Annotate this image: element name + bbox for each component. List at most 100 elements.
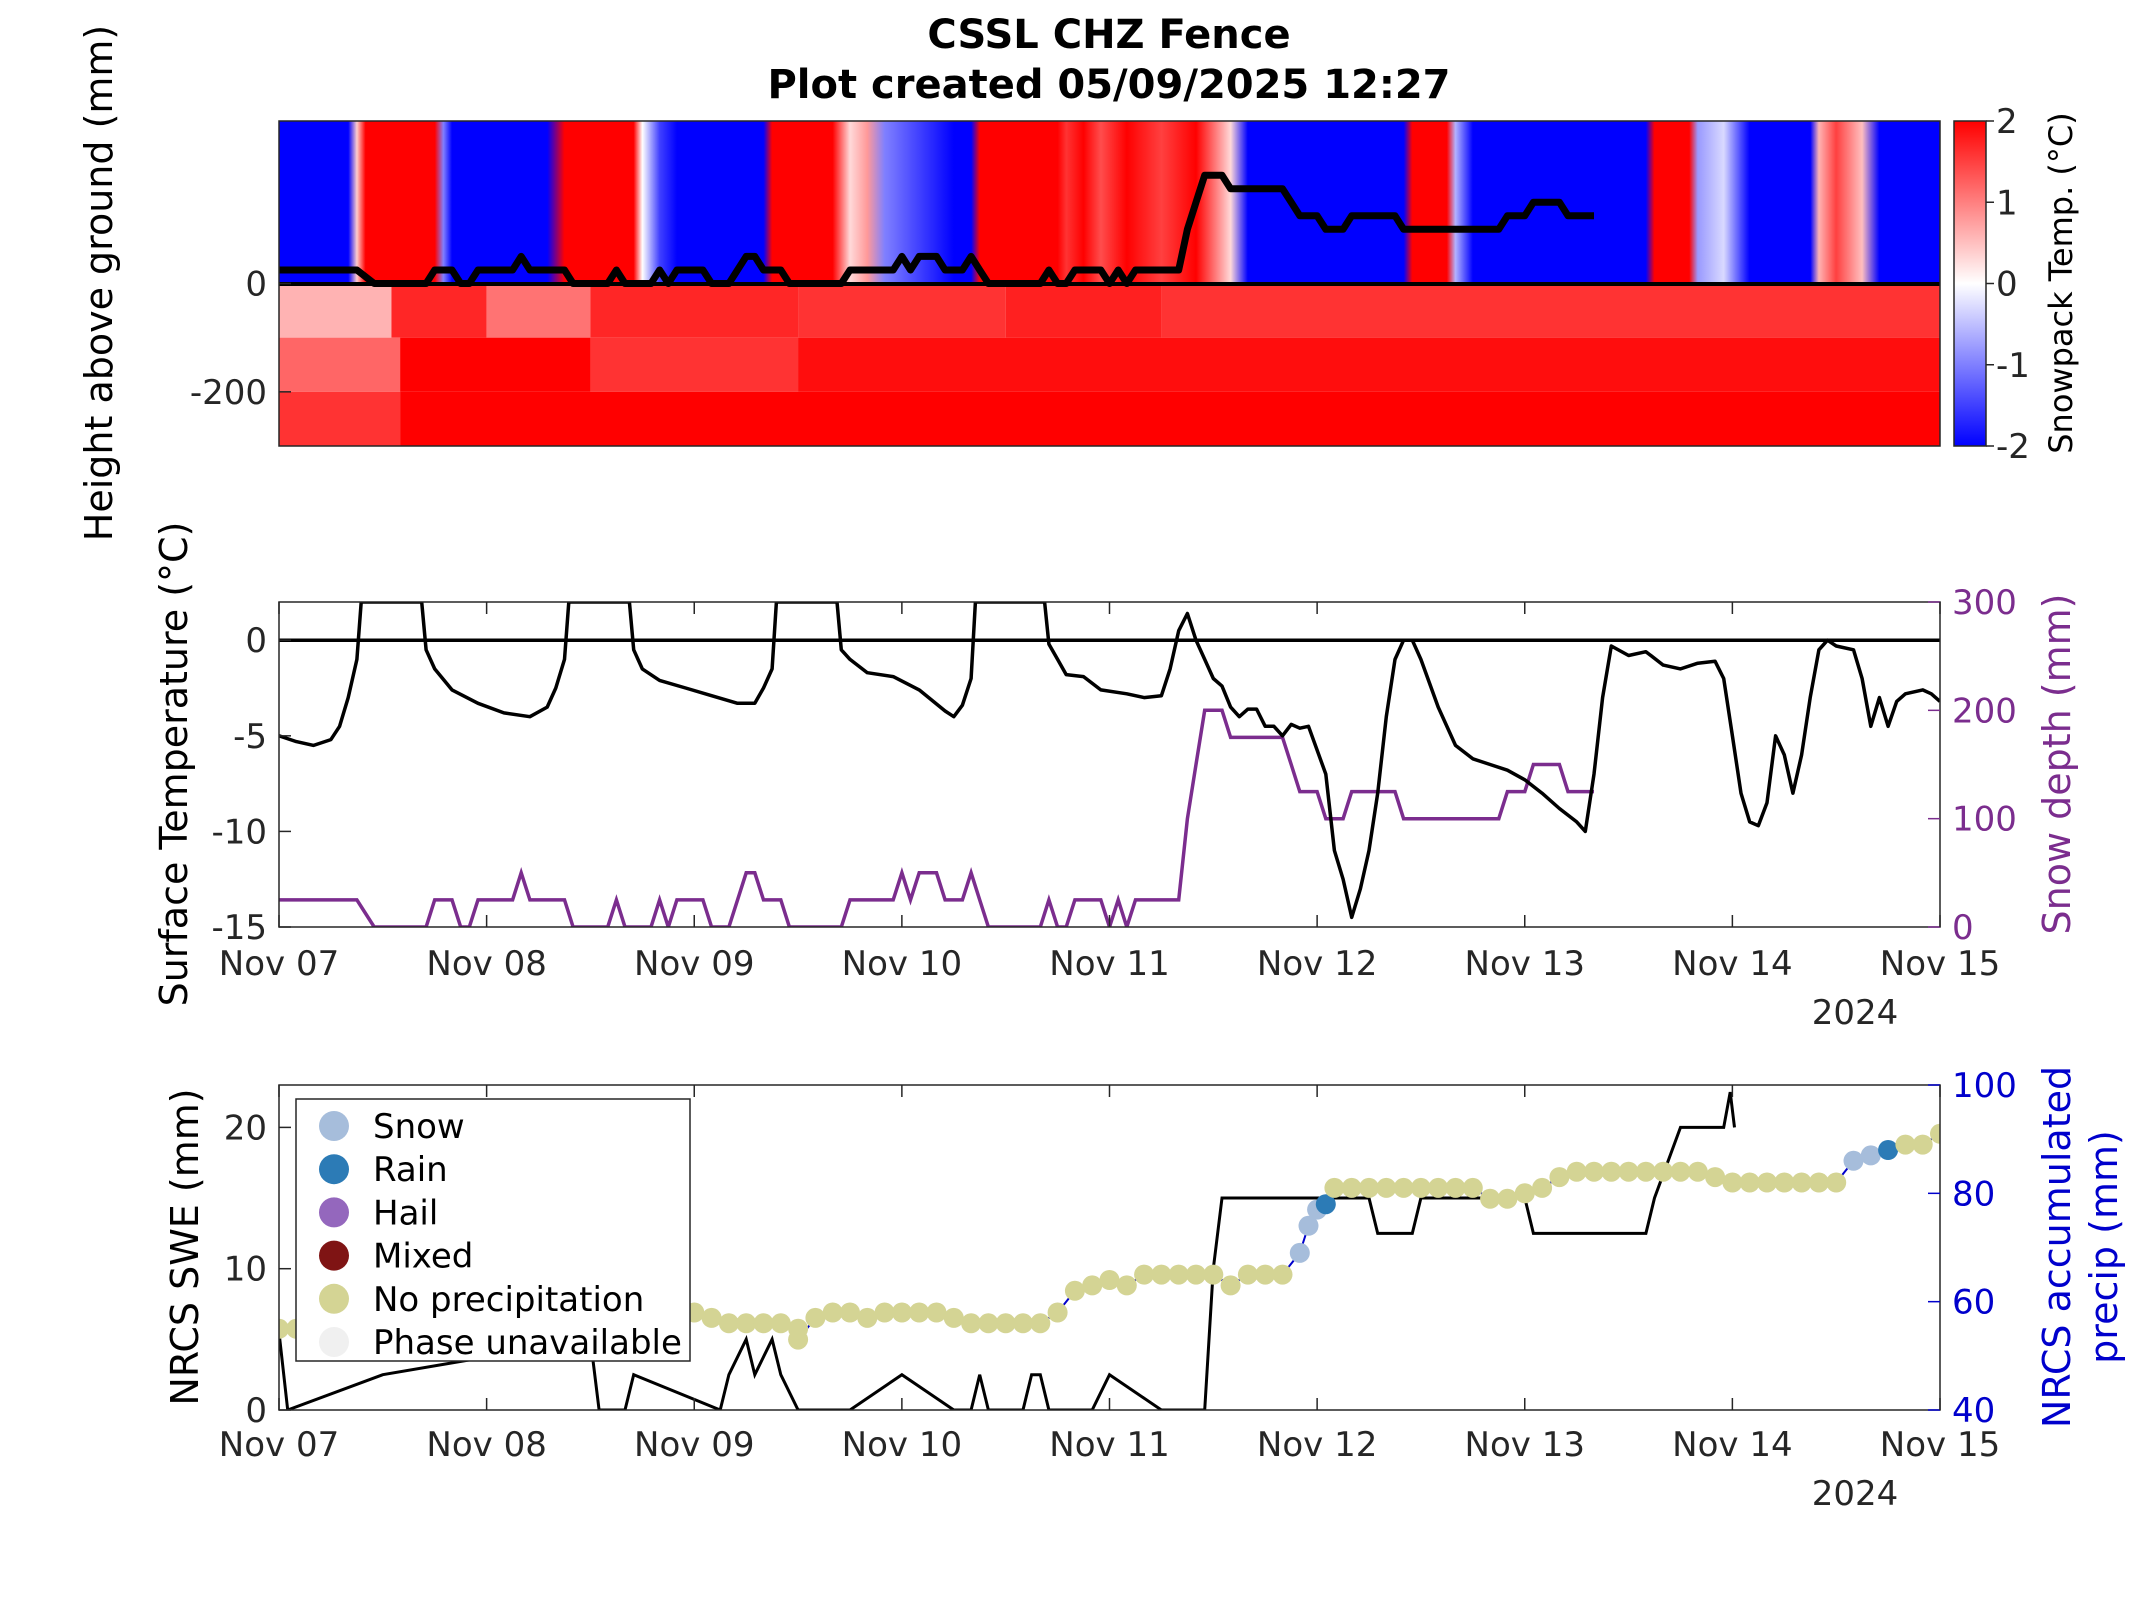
surface-y-ticks: 0 -5 -10 -15	[211, 621, 291, 948]
colorbar-ticks: 2 1 0 -1 -2	[1986, 102, 2030, 467]
precip-dot-rain	[1878, 1140, 1899, 1160]
precip-dot-no-precip	[1808, 1172, 1829, 1193]
precip-dot-no-precip	[1722, 1172, 1743, 1193]
y2-tick-label: 100	[1952, 800, 2017, 840]
legend-marker	[319, 1197, 349, 1228]
x-tick-label: Nov 11	[1049, 944, 1169, 984]
precip-dot-no-precip	[1359, 1177, 1379, 1198]
x-tick-label: Nov 14	[1672, 1425, 1792, 1465]
precip-dot-no-precip	[909, 1302, 930, 1323]
precip-dot-no-precip	[1151, 1264, 1172, 1285]
y-tick-label: -5	[233, 717, 267, 757]
precip-dot-no-precip	[1013, 1313, 1033, 1334]
snow-height-line	[279, 171, 1594, 287]
ground-cell	[400, 337, 591, 392]
ground-cell	[400, 391, 1940, 446]
precip-dot-no-precip	[1774, 1172, 1795, 1193]
ground-cell	[279, 283, 392, 338]
legend-label: Mixed	[373, 1237, 473, 1277]
precip-dot-rain	[1315, 1194, 1336, 1215]
precip-dot-no-precip	[1514, 1183, 1535, 1204]
precip-dot-no-precip	[1549, 1167, 1570, 1188]
ground-cell	[391, 283, 487, 338]
figure-title-line1: CSSL CHZ Fence	[927, 12, 1290, 58]
precip-dot-no-precip	[822, 1302, 843, 1323]
y-tick-label: 10	[224, 1250, 267, 1290]
precip-dot-no-precip	[840, 1302, 860, 1323]
y-tick-label: 20	[224, 1108, 267, 1148]
precip-dot-no-precip	[1376, 1177, 1397, 1198]
y2-tick-label: 300	[1952, 583, 2017, 623]
precip-dot-no-precip	[943, 1307, 964, 1328]
ground-cell	[1005, 283, 1162, 338]
colorbar-tick-label: 0	[1996, 265, 2018, 305]
x-tick-label: Nov 15	[1880, 1425, 2000, 1465]
precip-dot-no-precip	[1393, 1177, 1414, 1198]
precip-dot-no-precip	[995, 1313, 1016, 1334]
precip-dot-no-precip	[1462, 1177, 1483, 1198]
precip-dot-no-precip	[1030, 1313, 1051, 1334]
x-tick-label: Nov 14	[1672, 944, 1792, 984]
surface-temp-line	[279, 602, 1940, 920]
x-tick-label: Nov 09	[634, 1425, 754, 1465]
legend-label: Hail	[373, 1193, 438, 1233]
precip-dot-no-precip	[978, 1313, 999, 1334]
x-tick-label: Nov 10	[842, 1425, 962, 1465]
precip-dot-no-precip	[1791, 1172, 1812, 1193]
precip-dot-no-precip	[1618, 1161, 1639, 1182]
precip-dot-no-precip	[1635, 1161, 1656, 1182]
precip-dot-no-precip	[1237, 1264, 1258, 1285]
precip-dot-no-precip	[1826, 1172, 1847, 1193]
precip-dot-no-precip	[1930, 1123, 1940, 1144]
precip-dot-snow	[1860, 1145, 1881, 1166]
precip-dot-no-precip	[1047, 1302, 1068, 1323]
x-tick-label: Nov 07	[219, 944, 339, 984]
snowpack-ylabel: Height above ground (mm)	[77, 25, 121, 542]
precip-dot-no-precip	[1186, 1264, 1206, 1285]
precip-ylabel: NRCS SWE (mm)	[163, 1088, 207, 1405]
precip-dot-no-precip	[926, 1302, 947, 1323]
precip-dot-no-precip	[753, 1313, 774, 1334]
snow-height-layer	[279, 171, 1594, 287]
precip-dot-no-precip	[1203, 1264, 1224, 1285]
colorbar-tick-label: -1	[1996, 346, 2030, 386]
ground-cell	[279, 337, 401, 392]
precip-dot-no-precip	[1705, 1167, 1726, 1188]
precip-dot-no-precip	[788, 1329, 809, 1350]
y-tick-label: -10	[211, 812, 267, 852]
colorbar	[1953, 120, 1987, 447]
snowpack-y-ticks: 0 -200	[190, 265, 291, 413]
precip-dot-no-precip	[1739, 1172, 1760, 1193]
snow-depth-line	[279, 708, 1594, 927]
x-tick-label: Nov 13	[1465, 944, 1585, 984]
precip-dot-no-precip	[701, 1307, 722, 1328]
precip-dot-snow	[1289, 1242, 1310, 1263]
precip-dot-no-precip	[1272, 1264, 1293, 1285]
colorbar-tick-label: 1	[1996, 183, 2018, 223]
legend-box	[295, 1098, 691, 1362]
precip-dot-no-precip	[961, 1313, 982, 1334]
snow-layer-band	[279, 121, 1940, 284]
precip-dot-no-precip	[279, 1318, 289, 1339]
x-tick-label: Nov 07	[219, 1425, 339, 1465]
legend-label: Snow	[373, 1107, 465, 1147]
y2-tick-label: 60	[1952, 1283, 1995, 1323]
precip-dot-no-precip	[1480, 1188, 1501, 1209]
x-tick-label: Nov 08	[426, 1425, 546, 1465]
colorbar-tick-label: 2	[1996, 102, 2018, 142]
precip-dot-no-precip	[1341, 1177, 1362, 1198]
legend-marker	[319, 1327, 349, 1357]
precip-dot-no-precip	[718, 1313, 739, 1334]
precip-dot-no-precip	[1064, 1280, 1085, 1301]
ground-cell	[279, 391, 401, 446]
snowpack-panel: 0 -200 Height above ground (mm) 2 1 0 -1 -2 S…	[77, 25, 2080, 542]
x-tick-label: Nov 15	[1880, 944, 2000, 984]
precip-dot-no-precip	[1134, 1264, 1155, 1285]
y-tick-label: -200	[190, 373, 267, 413]
precip-dot-no-precip	[1099, 1270, 1120, 1290]
precip-y-ticks: 0 10 20	[224, 1108, 291, 1431]
precip-dot-no-precip	[1670, 1161, 1691, 1182]
